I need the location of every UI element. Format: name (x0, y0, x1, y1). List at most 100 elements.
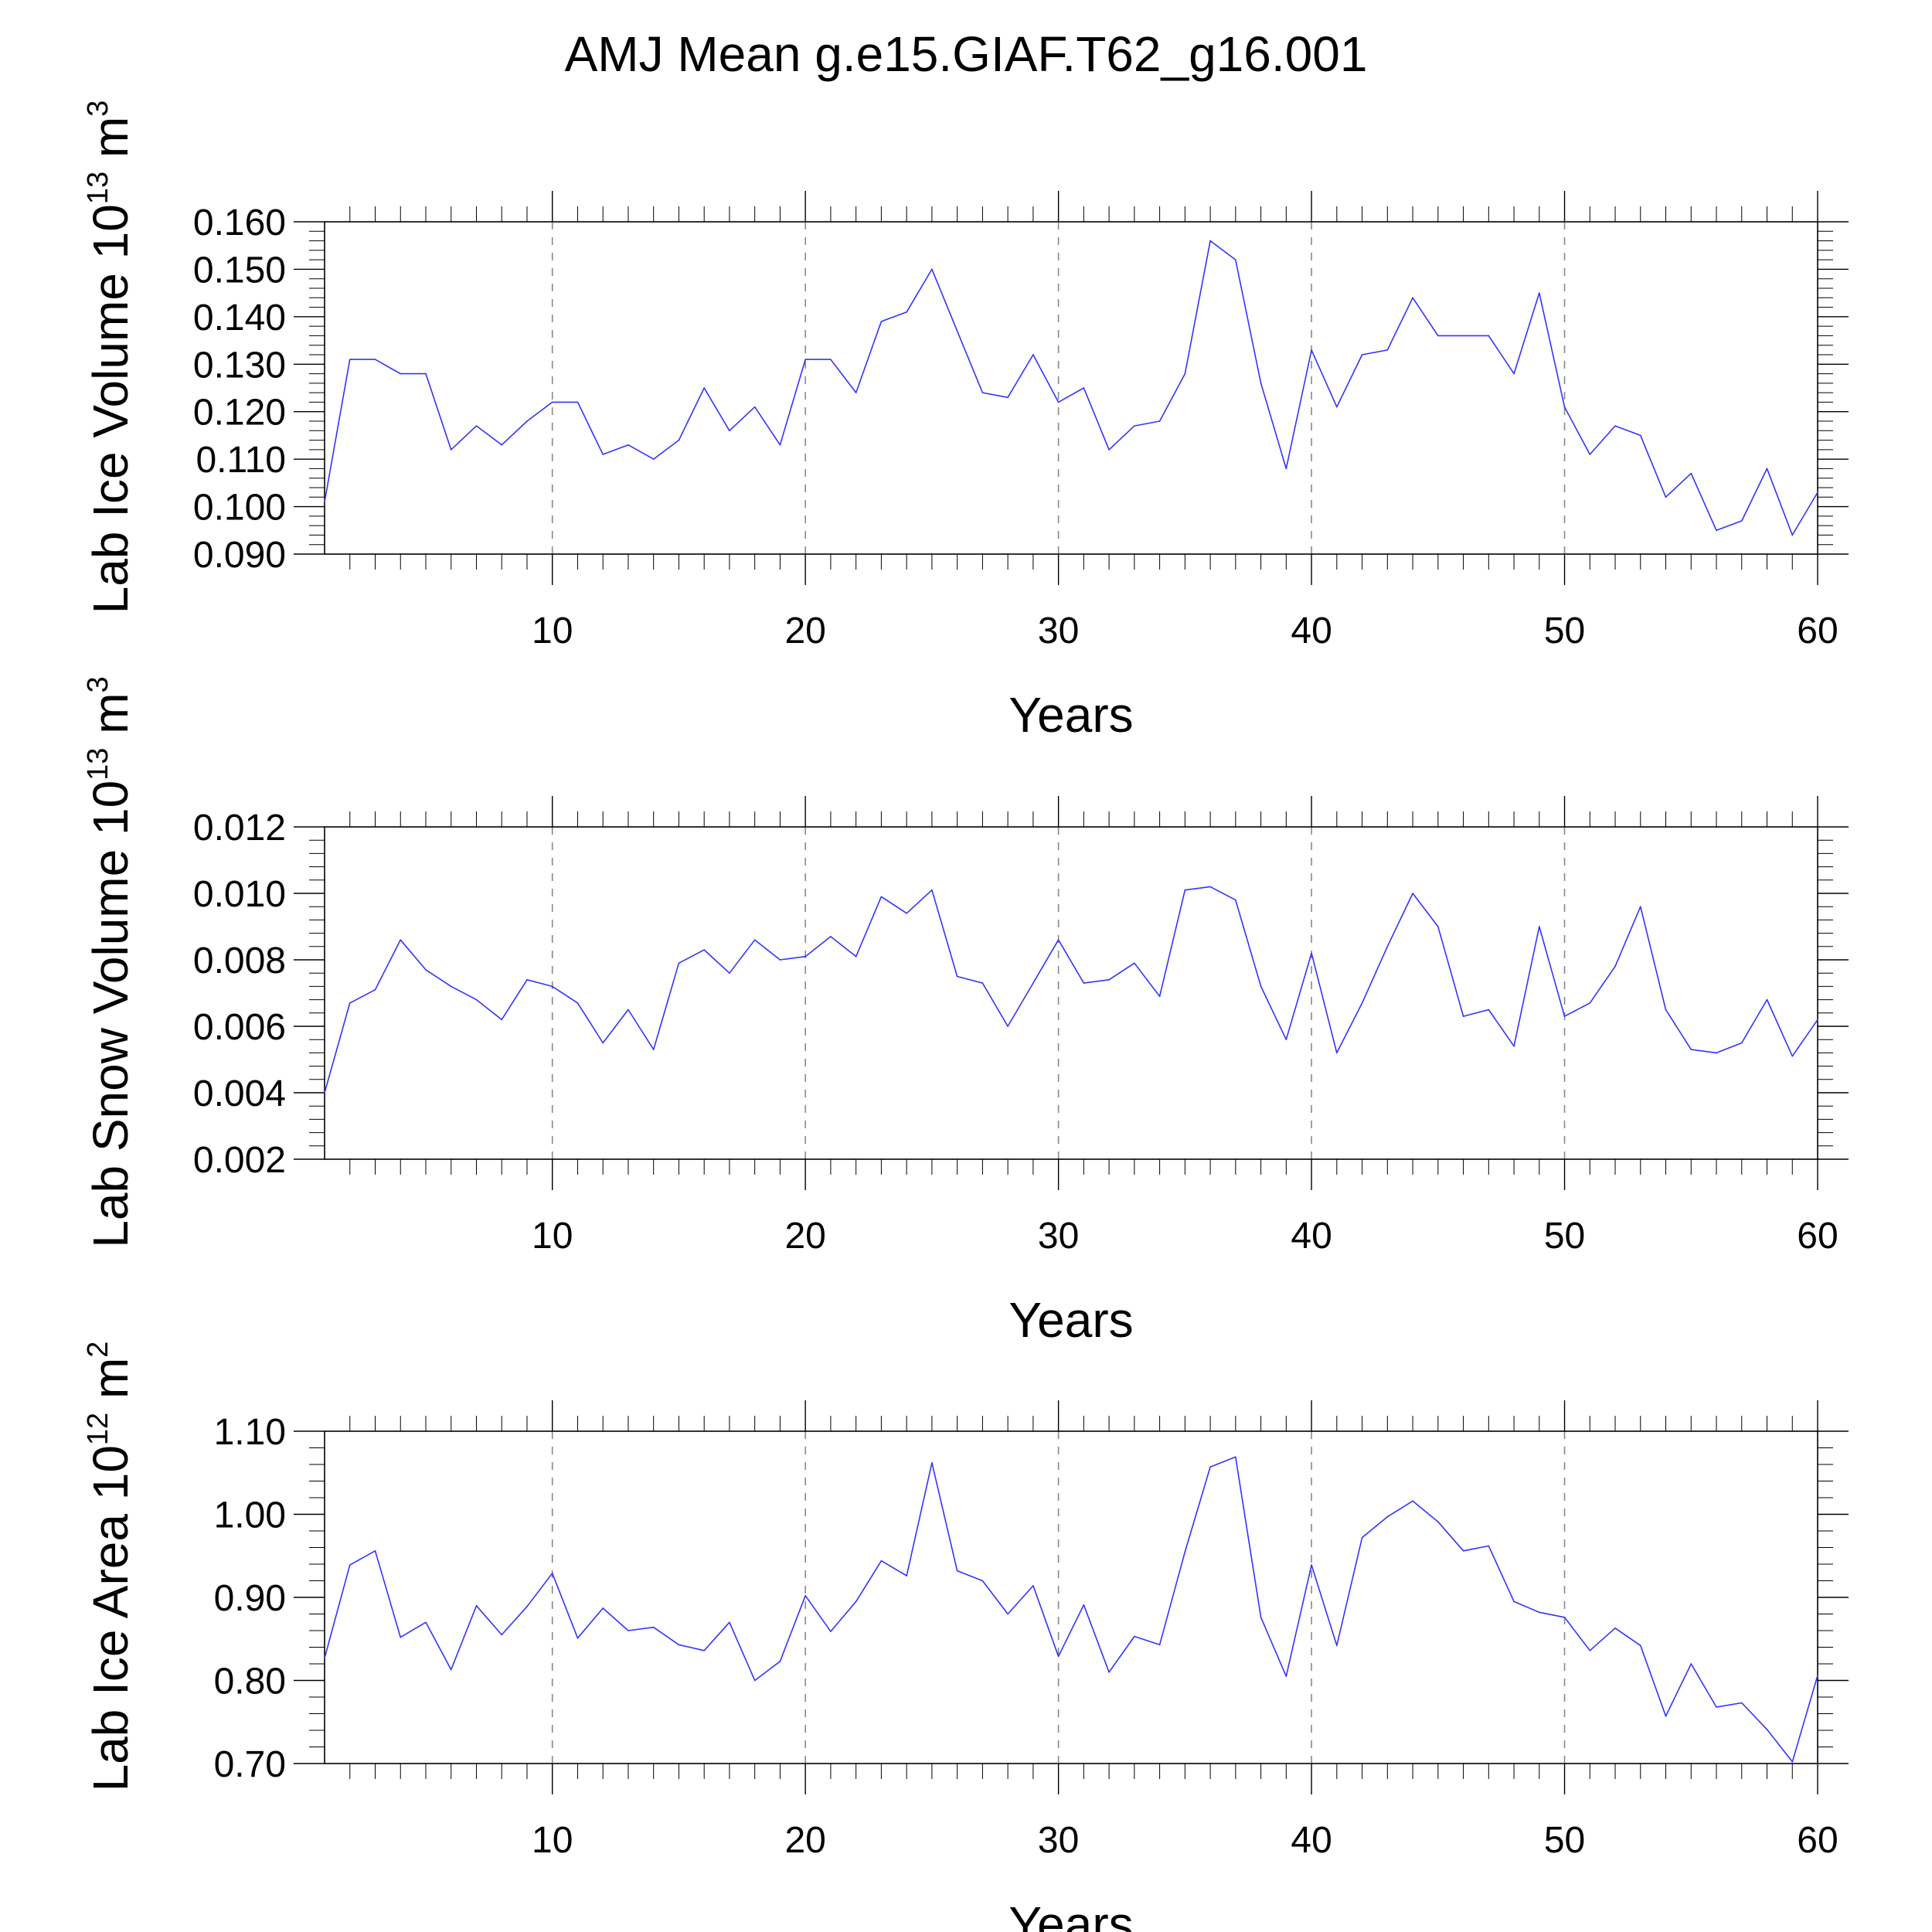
plot-frame (324, 826, 1818, 1160)
data-point (1513, 1600, 1515, 1603)
data-point (880, 1560, 883, 1562)
chart-panel-ice-volume: 10 20 30 40 50 60 0.090 0.100 0.110 0.120 0.130 0.1… (82, 100, 1849, 743)
data-point (1209, 886, 1211, 888)
data-point (526, 420, 528, 422)
y-tick-label: 0.090 (193, 535, 286, 576)
data-point (779, 444, 781, 446)
data-point (1766, 468, 1768, 470)
data-point (1134, 1635, 1135, 1638)
data-point (1563, 1015, 1566, 1017)
x-tick-label: 40 (1291, 611, 1332, 651)
x-tick-label: 20 (784, 1216, 825, 1257)
y-tick-label: 0.70 (214, 1744, 286, 1785)
data-point (1437, 1521, 1439, 1522)
data-point (1462, 1550, 1464, 1552)
data-point (1032, 1585, 1034, 1587)
data-point (1766, 1729, 1768, 1730)
y-tick-label: 0.150 (193, 250, 286, 291)
data-point (1184, 372, 1186, 375)
data-point (1614, 425, 1616, 427)
data-point (1488, 1009, 1490, 1011)
x-axis-title: Years (1009, 687, 1133, 743)
data-point (374, 988, 376, 991)
y-tick-label: 0.002 (193, 1140, 286, 1181)
data-point (1716, 1052, 1717, 1054)
data-point (1437, 926, 1439, 927)
data-point (1108, 979, 1110, 981)
data-point (501, 444, 503, 446)
data-point (880, 321, 883, 322)
data-point (753, 406, 756, 408)
data-point (1513, 1046, 1515, 1047)
data-point (1235, 259, 1236, 260)
data-point (1716, 1706, 1717, 1708)
data-point (1260, 383, 1262, 384)
data-point (1386, 1515, 1389, 1518)
y-axis-title: Lab Snow Volume 1013 m3 (82, 676, 138, 1247)
data-point (425, 372, 427, 375)
data-point (906, 913, 907, 914)
series-line-snow-volume (324, 886, 1818, 1094)
data-point (1412, 893, 1413, 894)
data-point (652, 458, 655, 460)
chart-panel-snow-volume: 10 20 30 40 50 60 0.002 0.004 0.006 0.008 0.010 0.0… (82, 676, 1849, 1348)
data-point (931, 1462, 933, 1464)
x-tick-label: 30 (1038, 1216, 1079, 1257)
data-point (1361, 354, 1363, 355)
data-point (729, 972, 730, 974)
data-point (551, 985, 553, 988)
data-point (1740, 1042, 1743, 1044)
data-point (374, 359, 376, 360)
data-point (475, 1604, 478, 1607)
data-point (1665, 1009, 1667, 1011)
data-point (652, 1049, 655, 1050)
x-tick-label: 10 (532, 1216, 573, 1257)
data-point (1740, 520, 1743, 522)
data-point (1311, 1564, 1312, 1566)
data-point (400, 939, 402, 940)
y-tick-label: 0.130 (193, 345, 286, 386)
y-tick-label: 0.010 (193, 874, 286, 915)
data-point (956, 330, 958, 332)
data-point (1260, 985, 1262, 988)
x-tick-label: 10 (532, 1820, 573, 1861)
data-point (374, 1550, 376, 1552)
data-point (956, 975, 958, 978)
data-point (1766, 998, 1768, 1001)
y-tick-label: 0.90 (214, 1578, 286, 1619)
data-point (1386, 946, 1389, 947)
data-point (1791, 534, 1794, 536)
y-tick-label: 0.120 (193, 393, 286, 434)
data-point (906, 311, 907, 313)
data-point (1386, 349, 1389, 351)
data-point (1740, 1702, 1743, 1704)
data-point (678, 962, 680, 964)
data-point (551, 1573, 553, 1574)
data-point (1184, 1551, 1186, 1553)
series-line-ice-volume (324, 240, 1818, 536)
data-point (830, 359, 832, 360)
data-point (1538, 1611, 1540, 1614)
y-tick-label: 0.012 (193, 808, 286, 849)
data-point (931, 889, 933, 891)
data-point (577, 401, 579, 403)
data-point (450, 1668, 452, 1671)
y-tick-label: 0.160 (193, 202, 286, 243)
data-point (628, 1009, 629, 1011)
data-point (1791, 1055, 1794, 1057)
data-point (1336, 406, 1338, 408)
series-line-ice-area (324, 1456, 1818, 1763)
data-point (425, 1621, 427, 1624)
data-point (855, 955, 857, 957)
data-point (324, 501, 325, 503)
data-point (1665, 496, 1667, 498)
data-point (1361, 1536, 1363, 1539)
x-tick-label: 40 (1291, 1820, 1332, 1861)
y-axis-title: Lab Ice Volume 1013 m3 (82, 100, 138, 614)
data-point (1260, 1617, 1262, 1618)
data-point (729, 1621, 730, 1624)
data-point (703, 1650, 705, 1651)
x-tick-label: 40 (1291, 1216, 1332, 1257)
data-point (1462, 335, 1464, 337)
